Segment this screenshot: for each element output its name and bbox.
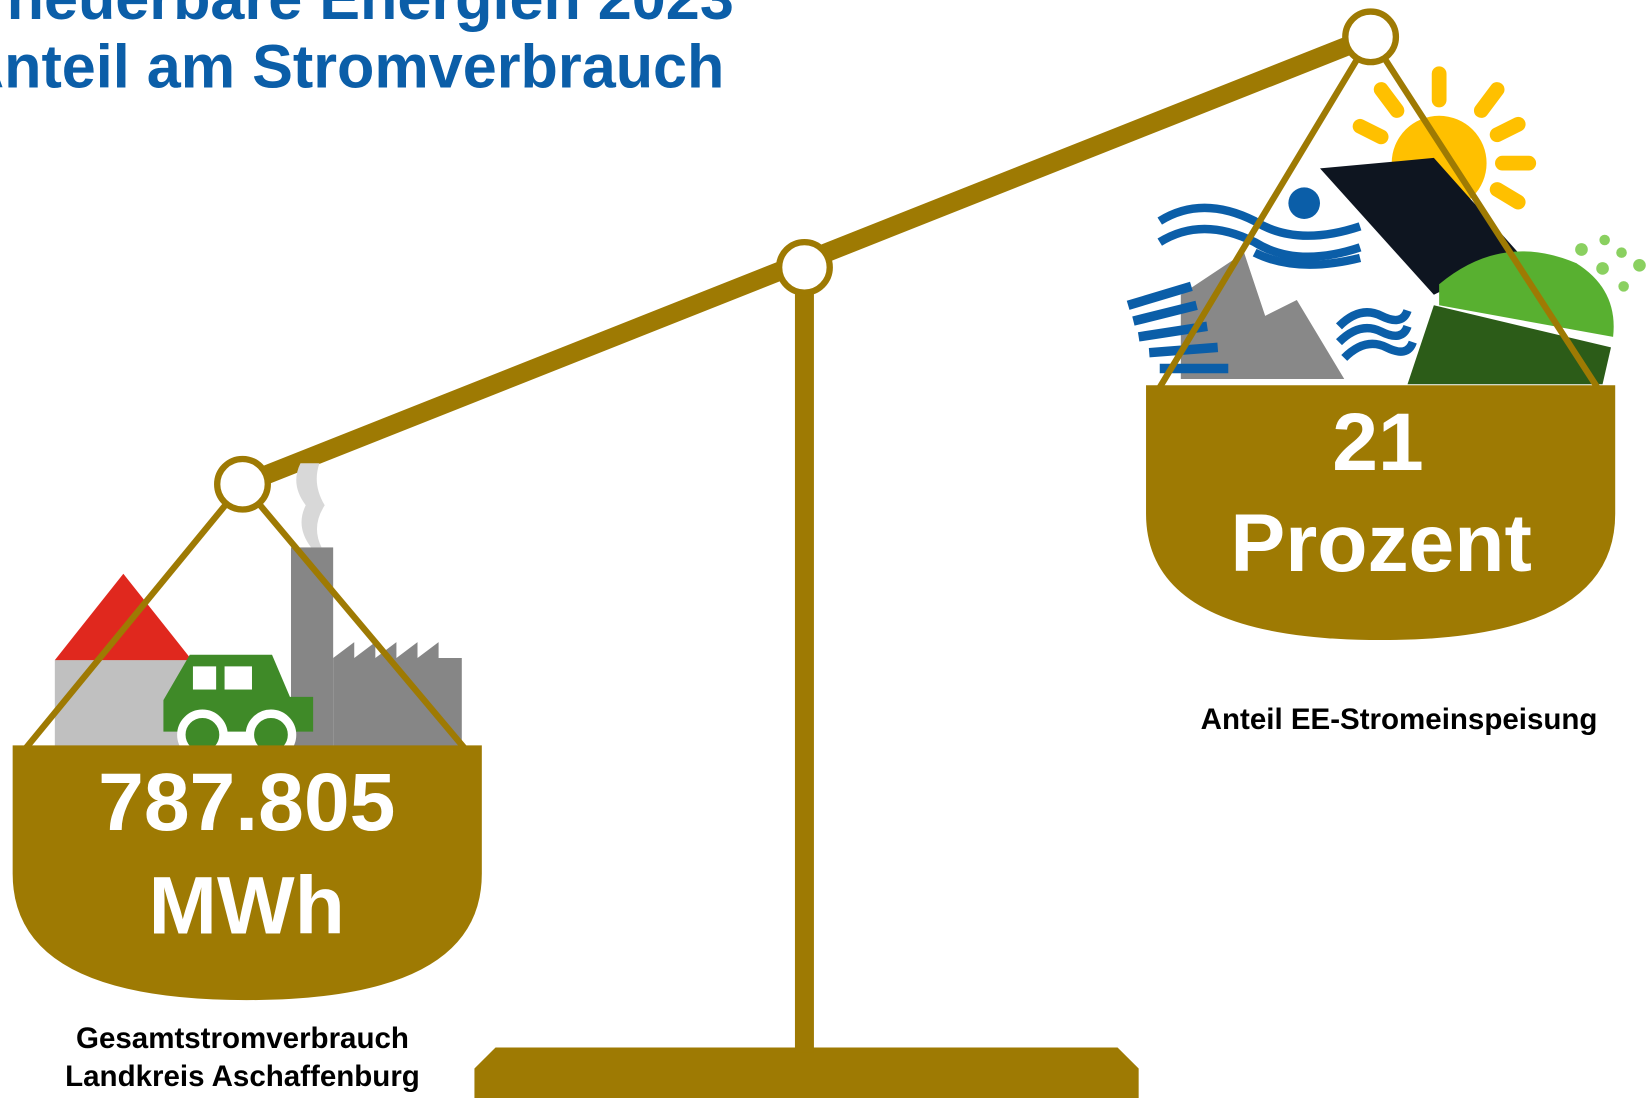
right-icons bbox=[1126, 66, 1646, 385]
left-value: 787.805 bbox=[98, 757, 395, 848]
left-caption-2: Landkreis Aschaffenburg bbox=[65, 1060, 420, 1093]
right-pan bbox=[1146, 385, 1616, 641]
pivots bbox=[214, 8, 1400, 513]
right-value: 21 bbox=[1332, 397, 1423, 488]
left-unit: MWh bbox=[149, 860, 345, 951]
left-pan bbox=[12, 745, 482, 1001]
pan-strings bbox=[23, 35, 1600, 750]
title-line-2: Anteil am Stromverbrauch bbox=[0, 32, 724, 100]
right-caption: Anteil EE-Stromeinspeisung bbox=[1201, 703, 1598, 736]
scale-base bbox=[474, 1047, 1139, 1098]
title-line-1: Erneuerbare Energien 2023 bbox=[0, 0, 734, 32]
right-unit: Prozent bbox=[1230, 498, 1532, 589]
left-caption-1: Gesamtstromverbrauch bbox=[76, 1022, 409, 1055]
